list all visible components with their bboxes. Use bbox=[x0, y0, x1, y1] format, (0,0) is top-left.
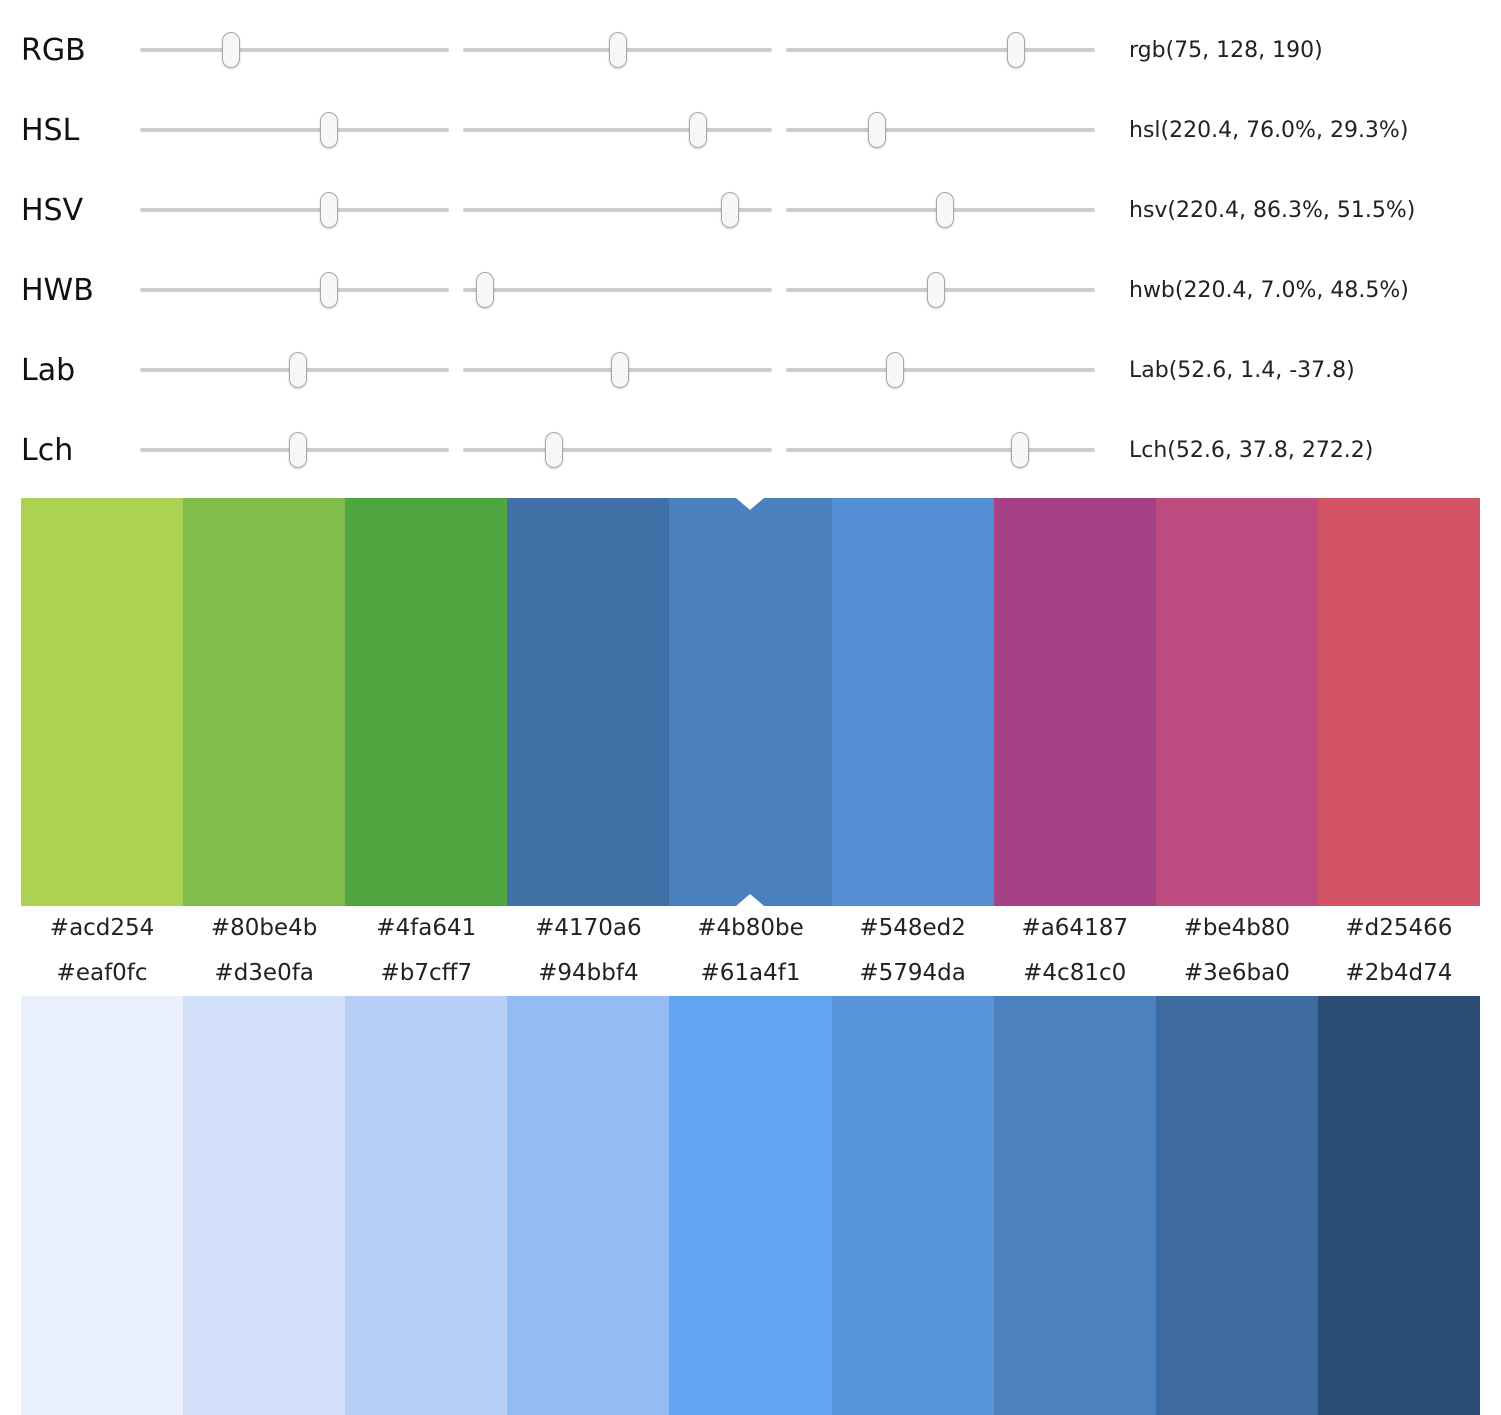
slider-thumb[interactable] bbox=[1007, 32, 1026, 68]
scale-hex-labels: #eaf0fc #d3e0fa #b7cff7 #94bbf4 #61a4f1 … bbox=[21, 951, 1480, 996]
hex-label: #4c81c0 bbox=[1023, 960, 1127, 986]
slider-thumb[interactable] bbox=[688, 112, 707, 148]
colorspace-label: Lch bbox=[21, 432, 74, 468]
hex-label: #b7cff7 bbox=[380, 960, 473, 986]
scale-swatch[interactable] bbox=[1155, 996, 1318, 1415]
slider-row-lch: Lch Lch(52.6, 37.8, 272.2) bbox=[0, 410, 1501, 490]
slider-thumb[interactable] bbox=[221, 32, 240, 68]
scale-swatch[interactable] bbox=[183, 996, 346, 1415]
slider-track[interactable] bbox=[463, 32, 772, 68]
colorspace-label: HSV bbox=[21, 192, 84, 228]
slider-thumb[interactable] bbox=[936, 192, 955, 228]
hex-label: #eaf0fc bbox=[56, 960, 148, 986]
scale-swatch[interactable] bbox=[507, 996, 670, 1415]
slider-thumb[interactable] bbox=[320, 112, 339, 148]
hex-label: #61a4f1 bbox=[700, 960, 801, 986]
slider-track[interactable] bbox=[786, 112, 1095, 148]
slider-row-hsv: HSV hsv(220.4, 86.3%, 51.5%) bbox=[0, 170, 1501, 250]
slider-thumb[interactable] bbox=[886, 352, 905, 388]
colorspace-label: HSL bbox=[21, 112, 80, 148]
slider-thumb[interactable] bbox=[288, 352, 307, 388]
palette-swatch-active[interactable] bbox=[669, 498, 832, 906]
colorspace-label: Lab bbox=[21, 352, 76, 388]
slider-thumb[interactable] bbox=[545, 432, 564, 468]
slider-thumb[interactable] bbox=[609, 32, 628, 68]
slider-track[interactable] bbox=[140, 192, 449, 228]
palette-swatch[interactable] bbox=[507, 498, 670, 906]
slider-track[interactable] bbox=[463, 112, 772, 148]
slider-thumb[interactable] bbox=[926, 272, 945, 308]
hex-label: #4fa641 bbox=[376, 915, 477, 941]
hex-label: #d3e0fa bbox=[214, 960, 314, 986]
colorspace-label: HWB bbox=[21, 272, 94, 308]
hex-label: #d25466 bbox=[1345, 915, 1453, 941]
palette-swatch[interactable] bbox=[1317, 498, 1480, 906]
palette-swatch[interactable] bbox=[1155, 498, 1318, 906]
hex-label: #548ed2 bbox=[859, 915, 966, 941]
slider-row-lab: Lab Lab(52.6, 1.4, -37.8) bbox=[0, 330, 1501, 410]
scale-strip bbox=[21, 996, 1480, 1415]
slider-track[interactable] bbox=[463, 352, 772, 388]
palette-swatch[interactable] bbox=[993, 498, 1156, 906]
slider-track[interactable] bbox=[786, 432, 1095, 468]
palette-swatch[interactable] bbox=[21, 498, 184, 906]
color-value-text: hsl(220.4, 76.0%, 29.3%) bbox=[1129, 117, 1409, 143]
color-sliders-panel: RGB rgb(75, 128, 190) HSL hsl(220.4, 76.… bbox=[0, 0, 1501, 490]
active-swatch-notch-top-icon bbox=[736, 498, 765, 510]
slider-track[interactable] bbox=[140, 432, 449, 468]
slider-track[interactable] bbox=[140, 352, 449, 388]
slider-thumb[interactable] bbox=[610, 352, 629, 388]
palette-strip bbox=[21, 498, 1480, 906]
hex-label: #5794da bbox=[859, 960, 966, 986]
color-value-text: Lch(52.6, 37.8, 272.2) bbox=[1129, 437, 1374, 463]
hex-label: #a64187 bbox=[1021, 915, 1128, 941]
slider-row-hwb: HWB hwb(220.4, 7.0%, 48.5%) bbox=[0, 250, 1501, 330]
slider-thumb[interactable] bbox=[1010, 432, 1029, 468]
color-value-text: hwb(220.4, 7.0%, 48.5%) bbox=[1129, 277, 1409, 303]
slider-row-hsl: HSL hsl(220.4, 76.0%, 29.3%) bbox=[0, 90, 1501, 170]
slider-track[interactable] bbox=[140, 112, 449, 148]
color-value-text: rgb(75, 128, 190) bbox=[1129, 37, 1323, 63]
hex-label: #be4b80 bbox=[1183, 915, 1291, 941]
palette-swatch[interactable] bbox=[345, 498, 508, 906]
slider-track[interactable] bbox=[463, 432, 772, 468]
hex-label: #4b80be bbox=[697, 915, 804, 941]
slider-track[interactable] bbox=[463, 192, 772, 228]
active-swatch-notch-bottom-icon bbox=[736, 894, 765, 906]
slider-thumb[interactable] bbox=[320, 272, 339, 308]
colorspace-label: RGB bbox=[21, 32, 86, 68]
palette-hex-labels: #acd254 #80be4b #4fa641 #4170a6 #4b80be … bbox=[21, 906, 1480, 951]
hex-label: #2b4d74 bbox=[1345, 960, 1453, 986]
palette-swatch[interactable] bbox=[183, 498, 346, 906]
slider-track[interactable] bbox=[786, 192, 1095, 228]
slider-thumb[interactable] bbox=[475, 272, 494, 308]
hex-label: #3e6ba0 bbox=[1183, 960, 1290, 986]
slider-thumb[interactable] bbox=[867, 112, 886, 148]
slider-track[interactable] bbox=[463, 272, 772, 308]
scale-swatch[interactable] bbox=[1317, 996, 1480, 1415]
scale-swatch[interactable] bbox=[831, 996, 994, 1415]
slider-track[interactable] bbox=[140, 32, 449, 68]
palette-swatch[interactable] bbox=[831, 498, 994, 906]
slider-track[interactable] bbox=[140, 272, 449, 308]
slider-thumb[interactable] bbox=[320, 192, 339, 228]
hex-label: #94bbf4 bbox=[538, 960, 639, 986]
slider-track[interactable] bbox=[786, 32, 1095, 68]
slider-track[interactable] bbox=[786, 272, 1095, 308]
slider-row-rgb: RGB rgb(75, 128, 190) bbox=[0, 10, 1501, 90]
hex-label: #80be4b bbox=[210, 915, 318, 941]
slider-track[interactable] bbox=[786, 352, 1095, 388]
scale-swatch[interactable] bbox=[669, 996, 832, 1415]
slider-thumb[interactable] bbox=[720, 192, 739, 228]
hex-label: #4170a6 bbox=[535, 915, 642, 941]
scale-swatch[interactable] bbox=[21, 996, 184, 1415]
color-value-text: Lab(52.6, 1.4, -37.8) bbox=[1129, 357, 1355, 383]
color-value-text: hsv(220.4, 86.3%, 51.5%) bbox=[1129, 197, 1416, 223]
slider-thumb[interactable] bbox=[288, 432, 307, 468]
scale-swatch[interactable] bbox=[345, 996, 508, 1415]
hex-label: #acd254 bbox=[49, 915, 155, 941]
scale-swatch[interactable] bbox=[993, 996, 1156, 1415]
